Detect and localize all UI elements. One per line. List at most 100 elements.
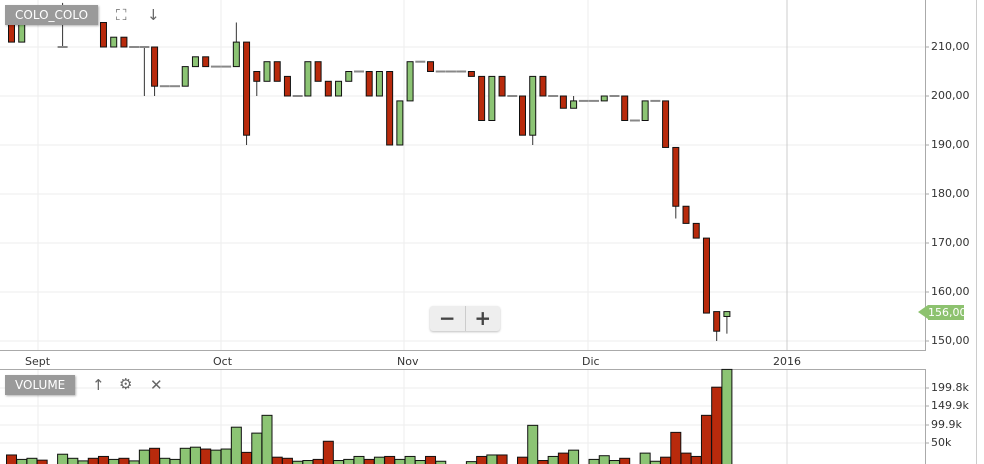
- volume-bar: [149, 447, 161, 464]
- volume-bar: [67, 457, 79, 464]
- candle-body: [570, 100, 578, 109]
- volume-bar: [568, 449, 580, 464]
- volume-bar: [394, 458, 406, 464]
- candle-body: [263, 61, 271, 82]
- candle-body: [621, 95, 629, 121]
- candle-body: [386, 71, 394, 146]
- y-tick-label: 170,00: [931, 236, 970, 249]
- volume-tick-label: 99.9k: [931, 418, 962, 431]
- volume-bar: [486, 454, 498, 464]
- candle-body: [253, 71, 261, 82]
- candle-body: [304, 61, 312, 97]
- candle-body: [478, 75, 486, 121]
- fullscreen-icon[interactable]: ⛶: [116, 6, 127, 24]
- y-tick-label: 180,00: [931, 187, 970, 200]
- zoom-out-button[interactable]: −: [438, 306, 456, 330]
- candle-body: [406, 61, 414, 102]
- candle-body: [396, 100, 404, 146]
- volume-bar: [588, 458, 600, 464]
- candle-body: [273, 61, 281, 82]
- candle-body: [498, 75, 506, 97]
- volume-bar: [373, 456, 385, 464]
- candle-body: [283, 75, 291, 97]
- volume-bar: [527, 424, 539, 464]
- volume-bar: [36, 459, 48, 464]
- volume-bar: [496, 454, 508, 464]
- volume-bar: [57, 453, 69, 464]
- gear-icon[interactable]: ⚙: [119, 375, 133, 393]
- zoom-in-button[interactable]: +: [464, 306, 501, 331]
- volume-bar: [608, 460, 620, 464]
- volume-bar: [639, 452, 651, 464]
- volume-bar: [312, 458, 324, 464]
- candle-body: [713, 311, 721, 332]
- volume-bar: [700, 414, 712, 464]
- volume-label[interactable]: VOLUME: [5, 375, 76, 395]
- candle-body: [314, 61, 322, 82]
- y-tick-label: 200,00: [931, 89, 970, 102]
- y-tick-label: 190,00: [931, 138, 970, 151]
- candle-body: [110, 36, 118, 48]
- price-panel-border: [0, 0, 926, 351]
- candle-body: [641, 100, 649, 122]
- volume-bar: [108, 458, 120, 464]
- x-tick-label: Nov: [397, 355, 419, 368]
- candle-body: [345, 71, 353, 82]
- last-price-label: 156,00: [918, 305, 967, 320]
- volume-bar: [26, 457, 38, 464]
- candle-body: [99, 22, 107, 48]
- candle-body: [702, 237, 710, 314]
- volume-bar: [261, 414, 273, 464]
- volume-bar: [404, 455, 416, 464]
- close-icon[interactable]: ✕: [150, 376, 163, 394]
- x-tick-label: Sept: [25, 355, 51, 368]
- volume-bar: [87, 457, 99, 464]
- candle-body: [600, 95, 608, 102]
- volume-bar: [251, 432, 263, 464]
- volume-bar: [619, 457, 631, 464]
- volume-bar: [547, 455, 559, 464]
- candle-body: [365, 71, 373, 97]
- volume-bar: [97, 455, 109, 464]
- candle-body: [243, 41, 251, 136]
- candle-body: [18, 22, 26, 43]
- candle-body: [8, 22, 15, 43]
- volume-bar: [690, 455, 702, 464]
- candle-body: [427, 61, 435, 73]
- volume-bar: [333, 460, 345, 464]
- candle-body: [375, 71, 383, 97]
- volume-bar: [241, 451, 253, 464]
- arrow-up-icon[interactable]: ↑: [92, 376, 105, 394]
- volume-bar: [210, 449, 222, 464]
- volume-tick-label: 50k: [931, 436, 952, 449]
- volume-bar: [414, 460, 426, 464]
- candle-body: [559, 95, 567, 109]
- candle-body: [539, 75, 547, 97]
- volume-bar: [425, 455, 437, 464]
- candle-body: [672, 146, 680, 207]
- symbol-label[interactable]: COLO_COLO: [5, 5, 99, 25]
- volume-bar: [660, 456, 672, 464]
- volume-bar: [721, 368, 733, 464]
- volume-bar: [557, 452, 569, 464]
- volume-tick-label: 149.9k: [931, 399, 969, 412]
- volume-bar: [281, 457, 293, 464]
- arrow-down-icon[interactable]: ↓: [147, 6, 160, 24]
- candle-body: [335, 80, 343, 97]
- volume-bar: [537, 460, 549, 464]
- volume-bar: [271, 456, 283, 464]
- volume-panel-border: [0, 369, 926, 464]
- volume-bar: [16, 458, 28, 464]
- y-tick-label: 160,00: [931, 285, 970, 298]
- candle-body: [151, 46, 159, 87]
- volume-bar: [711, 386, 723, 464]
- candle-body: [723, 311, 731, 318]
- volume-bar: [476, 455, 488, 464]
- x-tick-label: 2016: [773, 355, 801, 368]
- candle-body: [324, 80, 332, 97]
- candle-body: [692, 222, 700, 239]
- volume-bar: [159, 457, 171, 464]
- volume-bar: [6, 454, 17, 464]
- candle-body: [467, 71, 475, 77]
